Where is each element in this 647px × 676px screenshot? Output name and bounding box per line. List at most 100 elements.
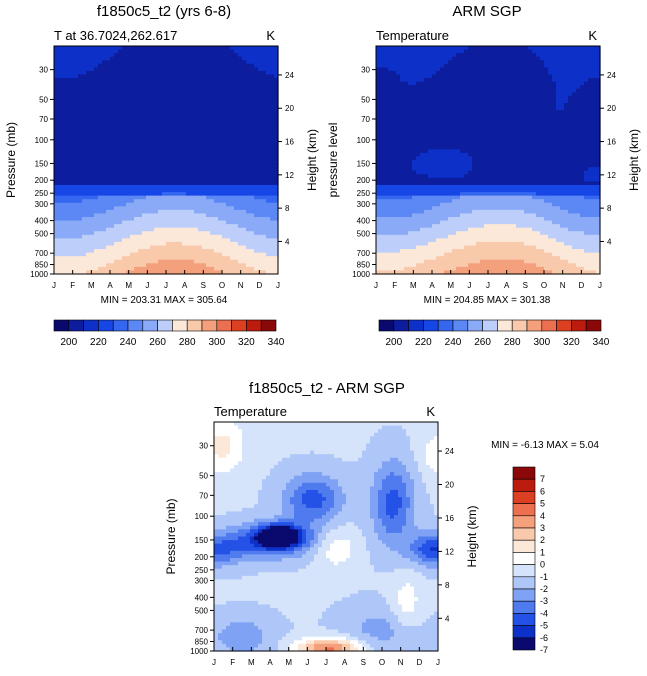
contour-cell <box>198 209 203 215</box>
contour-cell <box>158 249 163 254</box>
contour-cell <box>246 56 251 61</box>
contour-cell <box>90 192 95 197</box>
contour-cell <box>226 195 231 200</box>
contour-cell <box>82 192 87 197</box>
contour-cell <box>266 256 271 261</box>
contour-cell <box>70 92 75 97</box>
contour-cell <box>484 56 489 61</box>
contour-cell <box>238 192 243 197</box>
contour-cell <box>472 63 477 68</box>
contour-cell <box>134 74 139 79</box>
contour-cell <box>90 85 95 90</box>
contour-cell <box>166 252 171 257</box>
contour-cell <box>424 63 429 68</box>
contour-cell <box>198 241 203 247</box>
contour-cell <box>118 206 123 211</box>
contour-cell <box>150 145 155 150</box>
contour-cell <box>496 127 501 133</box>
contour-cell <box>584 92 589 97</box>
contour-cell <box>138 249 143 254</box>
contour-cell <box>580 92 585 97</box>
x-tick-label: J <box>145 281 149 290</box>
contour-cell <box>404 106 409 111</box>
contour-cell <box>576 103 581 108</box>
contour-cell <box>540 81 545 86</box>
contour-cell <box>82 238 87 243</box>
contour-cell <box>58 49 63 54</box>
contour-cell <box>86 252 91 257</box>
contour-cell <box>178 120 183 125</box>
contour-cell <box>158 263 163 268</box>
contour-cell <box>388 49 393 54</box>
contour-cell <box>202 167 207 172</box>
contour-cell <box>528 78 533 83</box>
contour-cell <box>66 177 71 182</box>
contour-cell <box>58 131 63 136</box>
contour-cell <box>262 220 267 225</box>
contour-cell <box>492 85 497 90</box>
contour-cell <box>238 170 243 175</box>
contour-cell <box>380 63 385 68</box>
contour-cell <box>178 110 183 115</box>
contour-cell <box>58 195 63 200</box>
contour-cell <box>182 149 187 154</box>
contour-cell <box>512 88 517 93</box>
contour-cell <box>416 95 421 101</box>
contour-cell <box>170 249 175 254</box>
contour-cell <box>94 117 99 122</box>
contour-cell <box>226 241 231 247</box>
contour-cell <box>568 46 573 51</box>
contour-cell <box>580 117 585 122</box>
contour-cell <box>66 245 71 250</box>
contour-cell <box>420 106 425 111</box>
contour-cell <box>484 106 489 111</box>
contour-cell <box>488 127 493 133</box>
contour-cell <box>270 78 275 83</box>
contour-cell <box>492 117 497 122</box>
contour-cell <box>218 99 223 104</box>
contour-cell <box>90 117 95 122</box>
contour-cell <box>66 63 71 68</box>
contour-cell <box>186 256 191 261</box>
contour-cell <box>118 74 123 79</box>
contour-cell <box>436 92 441 97</box>
contour-cell <box>416 49 421 54</box>
contour-cell <box>82 113 87 118</box>
contour-cell <box>106 88 111 93</box>
contour-cell <box>222 241 227 247</box>
contour-cell <box>202 81 207 86</box>
contour-cell <box>222 70 227 76</box>
contour-cell <box>66 170 71 175</box>
contour-cell <box>170 88 175 93</box>
contour-cell <box>106 209 111 215</box>
contour-cell <box>202 49 207 54</box>
contour-cell <box>86 224 91 229</box>
contour-cell <box>234 56 239 61</box>
contour-cell <box>82 245 87 250</box>
contour-cell <box>62 227 67 232</box>
contour-cell <box>134 53 139 58</box>
contour-cell <box>234 195 239 200</box>
contour-cell <box>106 259 111 264</box>
contour-cell <box>166 256 171 261</box>
contour-cell <box>194 131 199 136</box>
contour-cell <box>94 245 99 250</box>
contour-cell <box>70 263 75 268</box>
contour-cell <box>520 124 525 129</box>
contour-cell <box>270 142 275 147</box>
contour-cell <box>222 202 227 207</box>
contour-cell <box>170 238 175 243</box>
contour-cell <box>262 199 267 204</box>
contour-cell <box>424 70 429 76</box>
contour-cell <box>142 138 147 143</box>
contour-cell <box>126 88 131 93</box>
contour-cell <box>146 131 151 136</box>
contour-cell <box>464 117 469 122</box>
contour-cell <box>98 206 103 211</box>
contour-cell <box>122 163 127 168</box>
contour-cell <box>182 156 187 161</box>
contour-cell <box>404 117 409 122</box>
contour-cell <box>564 46 569 51</box>
contour-cell <box>266 156 271 161</box>
contour-cell <box>404 81 409 86</box>
